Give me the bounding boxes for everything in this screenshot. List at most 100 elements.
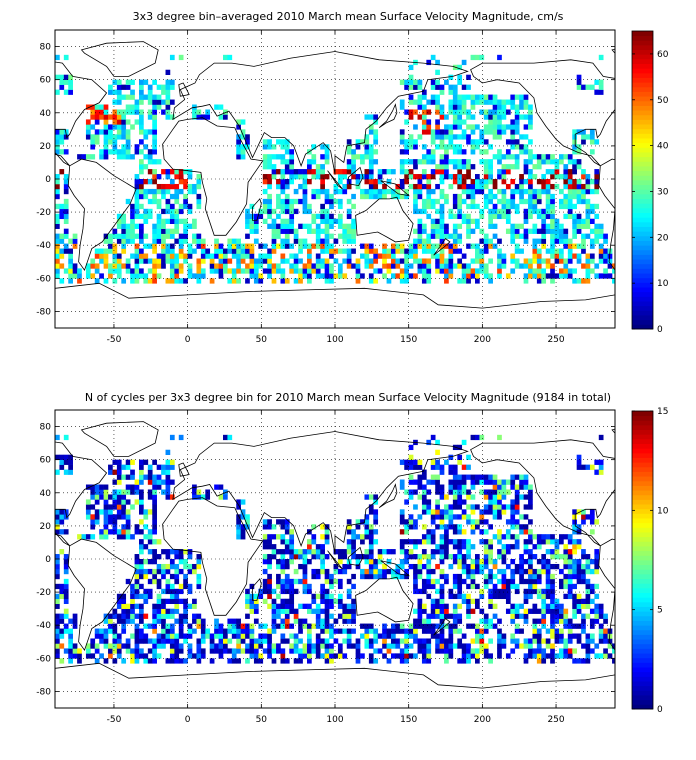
heatmap-cell <box>408 524 414 530</box>
heatmap-cell <box>426 243 432 249</box>
heatmap-cell <box>572 253 577 259</box>
heatmap-cell <box>466 263 471 269</box>
heatmap-cell <box>430 149 436 155</box>
heatmap-cell <box>307 638 312 644</box>
colorbar-segment <box>632 564 653 570</box>
heatmap-cell <box>461 159 467 165</box>
heatmap-cell <box>448 519 454 525</box>
heatmap-cell <box>169 653 175 659</box>
y-tick-label: -20 <box>36 208 51 218</box>
heatmap-cell <box>276 583 281 590</box>
heatmap-cell <box>523 233 529 239</box>
heatmap-cell <box>404 268 409 274</box>
heatmap-cell <box>161 633 166 639</box>
heatmap-cell <box>585 514 591 520</box>
heatmap-cell <box>178 54 184 61</box>
heatmap-cell <box>528 554 533 560</box>
heatmap-cell <box>497 489 502 495</box>
heatmap-cell <box>156 643 162 649</box>
heatmap-cell <box>307 164 312 170</box>
heatmap-cell <box>413 633 418 639</box>
heatmap-cell <box>444 114 449 120</box>
heatmap-cell <box>271 588 277 595</box>
heatmap-cell <box>196 203 202 210</box>
heatmap-cell <box>541 534 547 540</box>
heatmap-cell <box>333 568 339 575</box>
heatmap-cell <box>192 233 197 239</box>
heatmap-cell <box>302 643 308 649</box>
heatmap-cell <box>368 494 374 500</box>
heatmap-cell <box>377 169 383 175</box>
heatmap-cell <box>284 608 290 614</box>
heatmap-cell <box>227 268 233 274</box>
heatmap-cell <box>337 549 343 555</box>
heatmap-cell <box>373 529 379 535</box>
heatmap-cell <box>404 139 409 145</box>
heatmap-cell <box>289 169 295 175</box>
heatmap-cell <box>421 243 427 249</box>
heatmap-cell <box>395 248 401 254</box>
heatmap-cell <box>320 559 325 565</box>
heatmap-cell <box>444 544 449 550</box>
heatmap-cell <box>169 258 175 264</box>
heatmap-cell <box>541 539 547 545</box>
heatmap-cell <box>399 563 405 570</box>
heatmap-cell <box>576 213 582 220</box>
heatmap-cell <box>523 99 529 105</box>
heatmap-cell <box>475 179 480 185</box>
heatmap-cell <box>253 618 259 624</box>
heatmap-cell <box>112 524 118 530</box>
heatmap-cell <box>271 648 277 654</box>
heatmap-cell <box>399 479 405 485</box>
heatmap-cell <box>523 539 529 545</box>
heatmap-cell <box>329 278 334 284</box>
heatmap-cell <box>134 573 140 580</box>
heatmap-cell <box>364 628 370 634</box>
heatmap-cell <box>227 618 233 624</box>
heatmap-cell <box>497 554 502 560</box>
heatmap-cell <box>426 263 432 269</box>
heatmap-cell <box>346 544 352 550</box>
heatmap-cell <box>510 139 516 145</box>
colorbar-segment <box>632 128 653 134</box>
heatmap-cell <box>417 104 423 110</box>
heatmap-cell <box>192 489 197 495</box>
colorbar-frame <box>631 30 654 330</box>
heatmap-cell <box>483 479 489 485</box>
heatmap-cell <box>298 623 303 629</box>
heatmap-cell <box>452 573 458 580</box>
heatmap-cell <box>320 164 325 170</box>
heatmap-cell <box>346 519 352 525</box>
heatmap-cell <box>130 238 135 244</box>
heatmap-cell <box>103 154 109 160</box>
heatmap-cell <box>280 183 286 190</box>
heatmap-cell <box>430 509 436 515</box>
heatmap-cell <box>262 164 268 170</box>
heatmap-cell <box>324 573 330 580</box>
heatmap-cell <box>523 278 529 284</box>
heatmap-cell <box>461 593 467 600</box>
heatmap-cell <box>63 613 69 619</box>
heatmap-cell <box>134 578 140 585</box>
heatmap-cell <box>457 213 463 220</box>
heatmap-cell <box>532 253 538 259</box>
heatmap-cell <box>134 208 140 215</box>
heatmap-cell <box>461 129 467 135</box>
heatmap-cell <box>284 223 290 229</box>
heatmap-cell <box>391 188 396 195</box>
heatmap-cell <box>298 554 303 560</box>
heatmap-cell <box>581 519 586 525</box>
heatmap-cell <box>391 193 396 200</box>
heatmap-cell <box>245 233 250 239</box>
heatmap-cell <box>289 539 295 545</box>
heatmap-cell <box>271 618 277 624</box>
heatmap-cell <box>528 573 533 580</box>
heatmap-cell <box>346 618 352 624</box>
heatmap-cell <box>483 159 489 165</box>
heatmap-cell <box>209 648 215 654</box>
heatmap-cell <box>368 554 374 560</box>
heatmap-cell <box>408 653 414 659</box>
heatmap-cell <box>581 139 586 145</box>
heatmap-cell <box>187 169 193 175</box>
colorbar-tick-label: 10 <box>657 279 669 289</box>
